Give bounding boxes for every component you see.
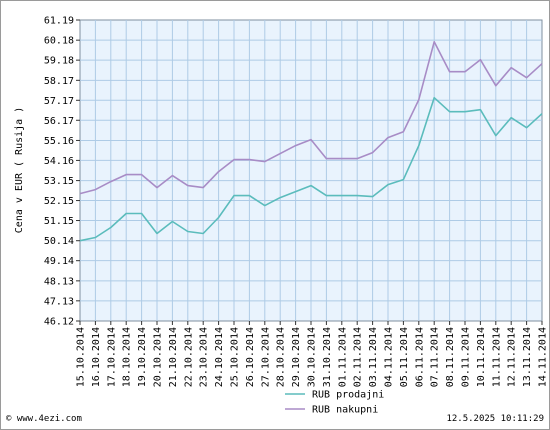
x-tick-label: 19.10.2014: [137, 327, 148, 387]
x-tick-label: 07.11.2014: [430, 327, 441, 387]
x-tick-label: 13.11.2014: [522, 327, 533, 387]
legend: RUB prodajni RUB nakupni: [285, 390, 384, 416]
y-tick-label: 46.12: [44, 317, 74, 328]
series-line-1: [79, 40, 543, 195]
y-tick-label: 54.16: [44, 156, 74, 167]
x-tick-label: 04.11.2014: [384, 327, 395, 387]
y-tick-label: 55.16: [44, 136, 74, 147]
y-tick-label: 50.14: [44, 236, 74, 247]
y-tick-label: 59.18: [44, 56, 74, 67]
y-tick-label: 49.14: [44, 256, 74, 267]
x-tick-label: 05.11.2014: [399, 327, 410, 387]
y-tick-label: 52.15: [44, 196, 74, 207]
y-tick-label: 60.18: [44, 36, 74, 47]
footer-copyright: © www.4ezi.com: [6, 414, 82, 424]
x-tick-label: 31.10.2014: [322, 327, 333, 387]
x-tick-label: 09.11.2014: [461, 327, 472, 387]
x-tick-label: 14.11.2014: [538, 327, 549, 387]
y-tick-label: 48.13: [44, 276, 74, 287]
x-tick-label: 08.11.2014: [445, 327, 456, 387]
x-tick-label: 01.11.2014: [337, 327, 348, 387]
x-tick-label: 12.11.2014: [507, 327, 518, 387]
legend-label-0: RUB prodajni: [312, 390, 384, 401]
y-tick-label: 61.19: [44, 16, 74, 27]
y-axis-label: Cena v EUR ( Rusija ): [14, 107, 25, 233]
x-tick-label: 29.10.2014: [291, 327, 302, 387]
x-tick-label: 21.10.2014: [168, 327, 179, 387]
y-tick-label: 57.17: [44, 96, 74, 107]
x-tick-label: 11.11.2014: [491, 327, 502, 387]
x-tick-label: 17.10.2014: [106, 327, 117, 387]
x-tick-label: 23.10.2014: [199, 327, 210, 387]
series-line-0: [79, 96, 543, 242]
x-tick-label: 06.11.2014: [414, 327, 425, 387]
x-tick-label: 02.11.2014: [353, 327, 364, 387]
x-axis-ticks: 15.10.2014 16.10.2014 17.10.2014 18.10.2014…: [76, 321, 549, 387]
x-tick-label: 30.10.2014: [307, 327, 318, 387]
y-axis-ticks: 46.12 47.13 48.13 49.14 50.14 51.15 52.15 53.15…: [44, 16, 80, 328]
x-tick-label: 20.10.2014: [153, 327, 164, 387]
x-tick-label: 26.10.2014: [245, 327, 256, 387]
x-tick-label: 16.10.2014: [91, 327, 102, 387]
y-tick-label: 56.17: [44, 116, 74, 127]
y-tick-label: 58.17: [44, 76, 74, 87]
y-tick-label: 53.15: [44, 176, 74, 187]
x-tick-label: 24.10.2014: [214, 327, 225, 387]
gridlines: [80, 20, 542, 321]
y-tick-label: 51.15: [44, 216, 74, 227]
x-tick-label: 27.10.2014: [260, 327, 271, 387]
x-tick-label: 25.10.2014: [230, 327, 241, 387]
x-tick-label: 18.10.2014: [122, 327, 133, 387]
footer-timestamp: 12.5.2025 10:11:29: [446, 414, 544, 424]
legend-label-1: RUB nakupni: [312, 405, 378, 416]
x-tick-label: 10.11.2014: [476, 327, 487, 387]
x-tick-label: 15.10.2014: [76, 327, 87, 387]
x-tick-label: 28.10.2014: [276, 327, 287, 387]
series-lines: [79, 40, 543, 242]
x-tick-label: 22.10.2014: [183, 327, 194, 387]
y-tick-label: 47.13: [44, 296, 74, 307]
x-tick-label: 03.11.2014: [368, 327, 379, 387]
